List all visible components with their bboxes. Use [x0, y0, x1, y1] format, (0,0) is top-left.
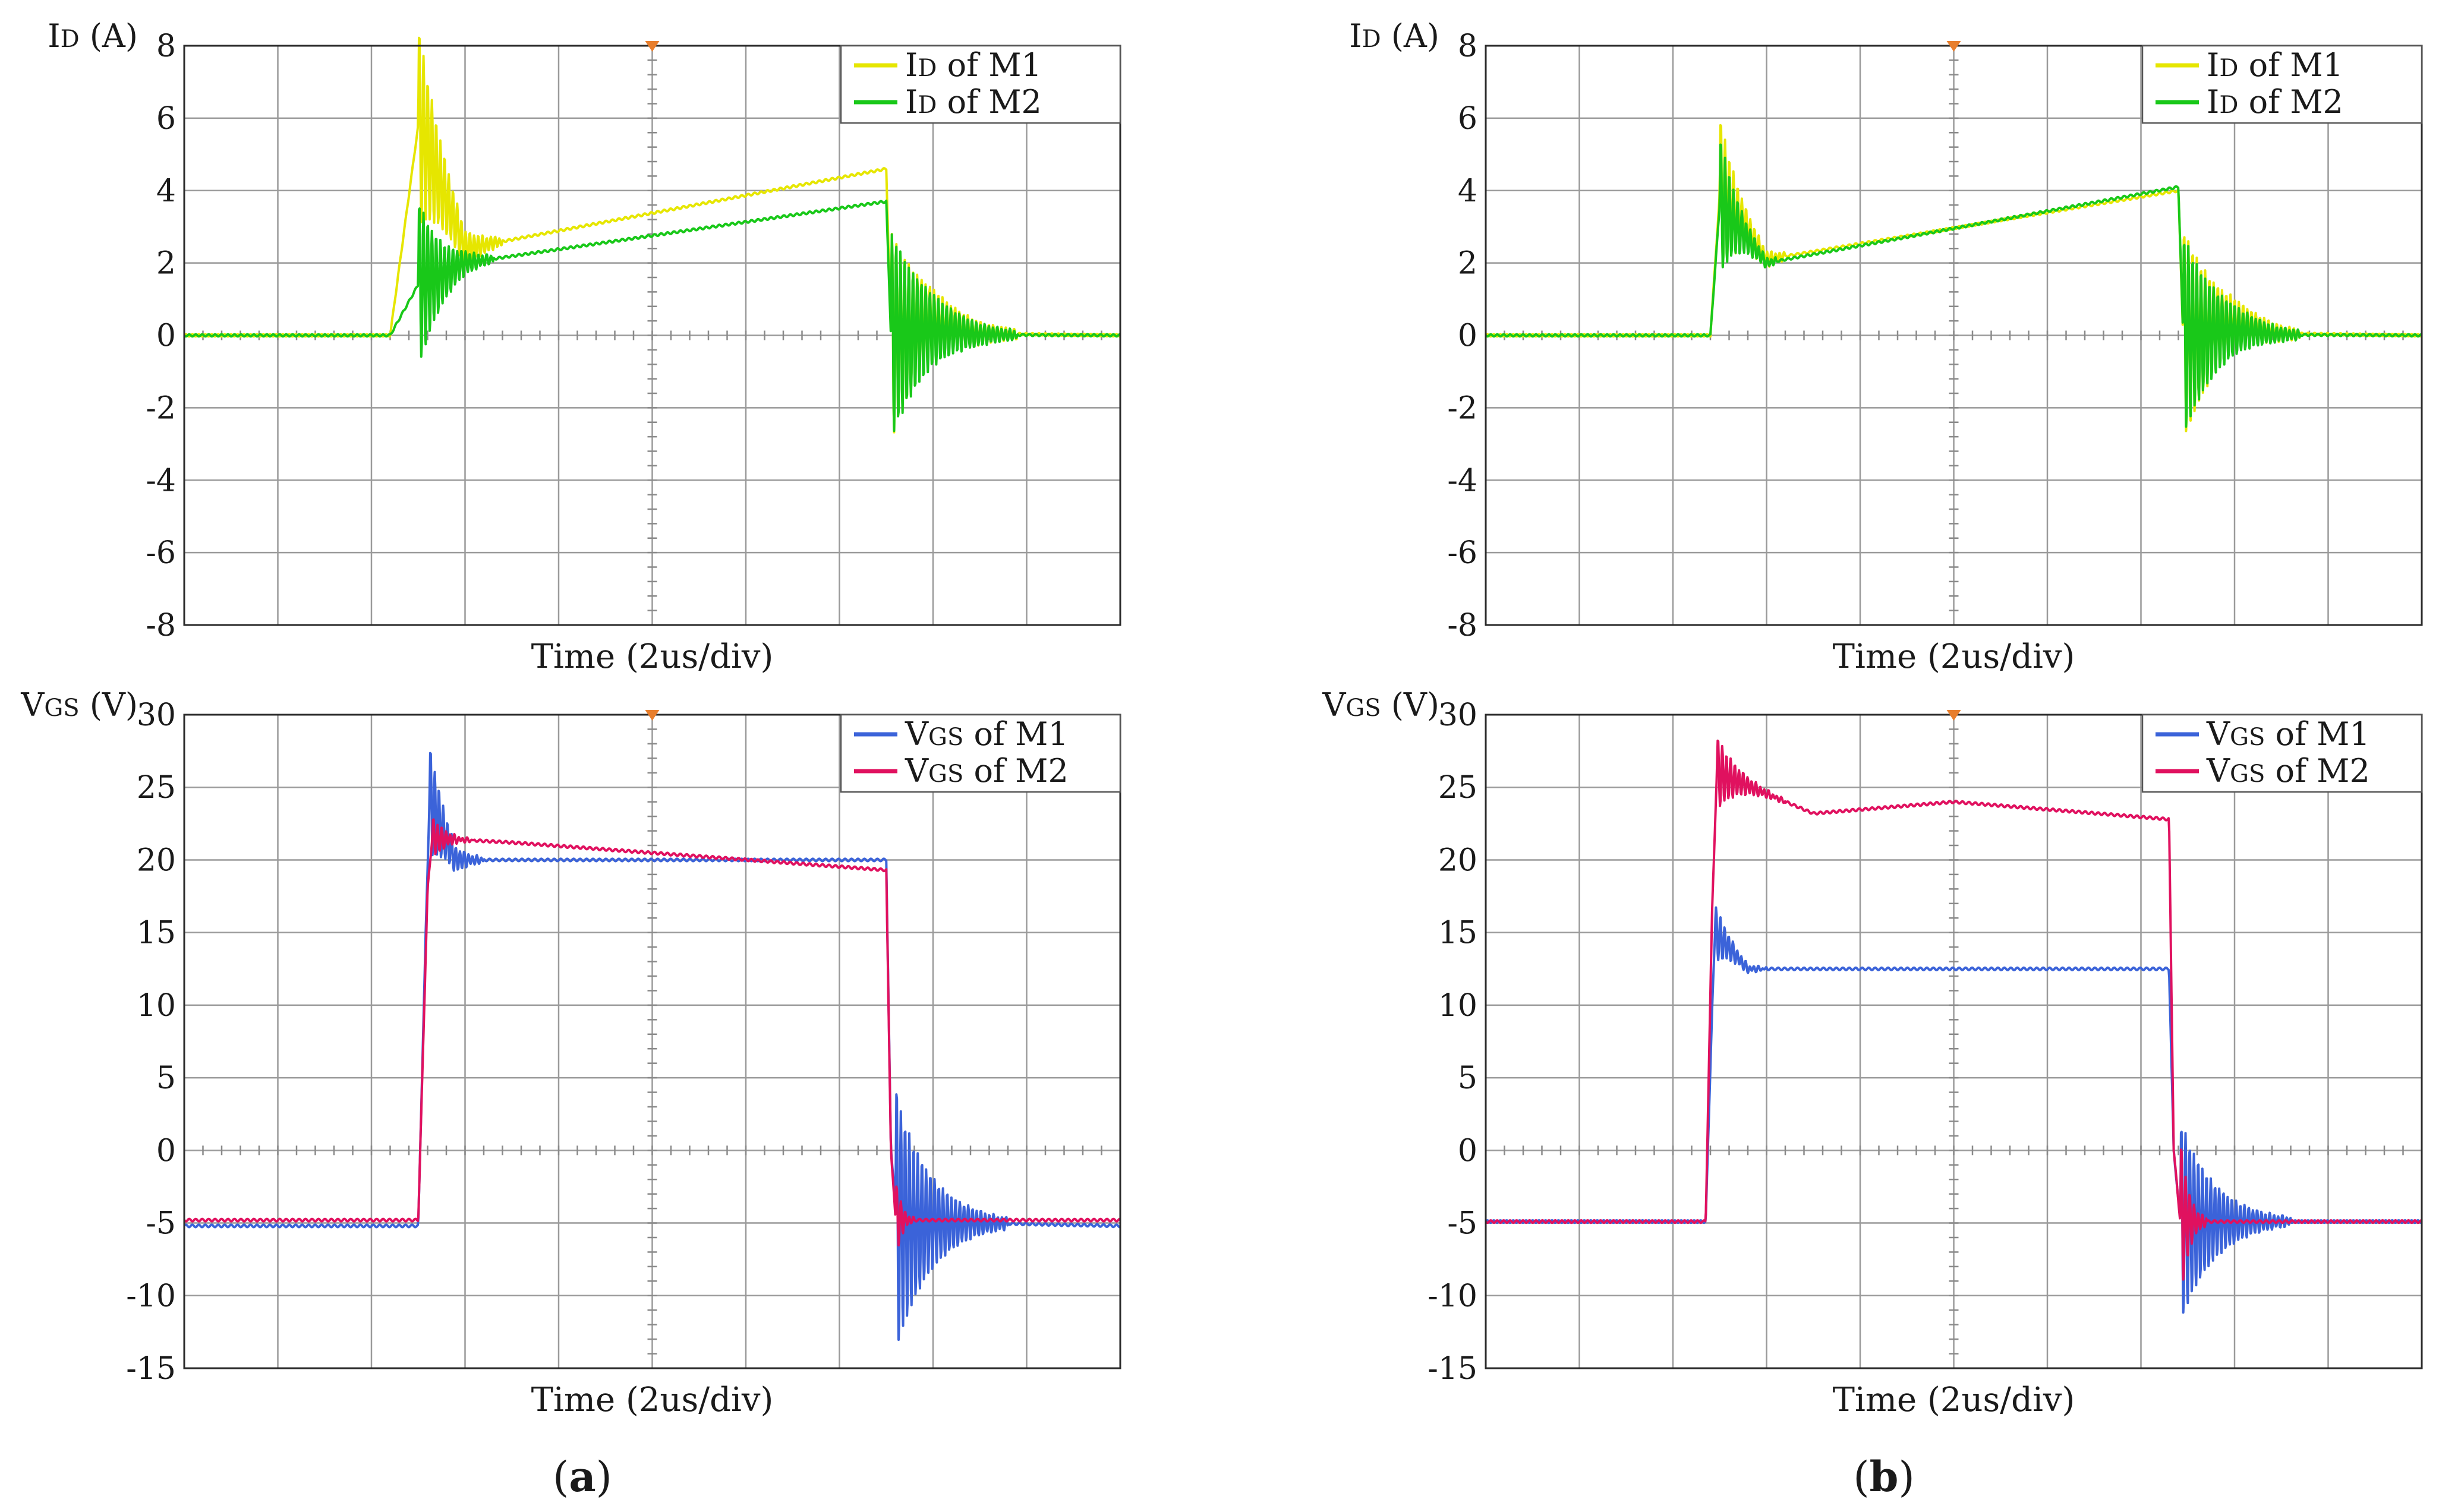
legend-label-m2: VGS of M2	[2206, 752, 2370, 790]
y-tick-label: -2	[1447, 390, 1477, 426]
caption-b: (b)	[1853, 1452, 1915, 1501]
legend-box	[840, 45, 1121, 124]
legend-label-m1: VGS of M1	[905, 715, 1069, 753]
y-tick-label: 8	[1458, 29, 1477, 64]
trace-m2	[183, 818, 1121, 1247]
legend-box	[840, 714, 1121, 793]
y-axis-label: VGS (V)	[1322, 686, 1439, 724]
y-tick-label: 6	[1458, 101, 1477, 137]
trace-m2	[183, 200, 1121, 433]
y-tick-label: 0	[156, 1133, 176, 1169]
y-tick-label: 20	[137, 842, 176, 878]
legend-label-m1: VGS of M1	[2206, 715, 2370, 753]
y-tick-label: -10	[1428, 1279, 1477, 1314]
legend-label-m1: ID of M1	[2207, 46, 2343, 84]
legend-label-m2: VGS of M2	[905, 752, 1069, 790]
y-tick-label: 30	[137, 697, 176, 733]
y-tick-label: 0	[156, 318, 176, 354]
y-tick-label: -6	[146, 535, 176, 571]
y-tick-label: -8	[146, 608, 176, 643]
y-tick-label: 4	[1458, 173, 1477, 209]
y-tick-label: -8	[1447, 608, 1477, 643]
y-tick-label: 2	[1458, 246, 1477, 282]
panel-a-current: 8 6 4 2 0 -2 -4 -6 -8 ID (A) Time (2us/div) ID of M…	[48, 17, 1121, 676]
panel-a-voltage: 30 25 20 15 10 5 0 -5 -10 -15 VGS (V) Time (2us/div…	[20, 686, 1121, 1419]
y-tick-label: 0	[1458, 318, 1477, 354]
y-tick-label: -2	[146, 390, 176, 426]
y-tick-label: 25	[137, 770, 176, 806]
caption-a: (a)	[553, 1452, 612, 1501]
y-tick-label: 5	[1458, 1060, 1477, 1096]
y-axis-label: ID (A)	[48, 17, 138, 55]
y-tick-label: -6	[1447, 535, 1477, 571]
y-tick-label: -10	[126, 1279, 176, 1314]
trigger-marker-icon	[1946, 41, 1961, 52]
y-tick-label: 0	[1458, 1133, 1477, 1169]
y-axis-label: VGS (V)	[20, 686, 138, 724]
y-tick-label: 15	[137, 916, 176, 951]
y-tick-label: 25	[1438, 770, 1477, 806]
x-axis-label: Time (2us/div)	[1833, 637, 2075, 676]
y-tick-label: -15	[1428, 1351, 1477, 1387]
x-axis-label: Time (2us/div)	[1833, 1381, 2075, 1419]
y-tick-label: 10	[1438, 988, 1477, 1024]
y-tick-label: -4	[1447, 463, 1477, 498]
x-axis-label: Time (2us/div)	[531, 637, 774, 676]
legend-box	[2141, 714, 2423, 793]
y-tick-label: 20	[1438, 842, 1477, 878]
x-axis-label: Time (2us/div)	[531, 1381, 774, 1419]
trace-m2	[1485, 143, 2422, 428]
legend-label-m2: ID of M2	[2207, 83, 2343, 121]
trigger-marker-icon	[1946, 710, 1961, 721]
y-tick-label: -15	[126, 1351, 176, 1387]
y-tick-label: -5	[146, 1206, 176, 1242]
y-tick-label: 4	[156, 173, 176, 209]
panel-b-current: 8 6 4 2 0 -2 -4 -6 -8 ID (A) Time (2us/div) ID of M…	[1349, 17, 2423, 676]
legend-box	[2141, 45, 2423, 124]
trigger-marker-icon	[645, 41, 660, 52]
y-tick-label: 15	[1438, 916, 1477, 951]
trigger-marker-icon	[645, 710, 660, 721]
trace-m1	[183, 752, 1121, 1341]
trace-m2	[1485, 739, 2422, 1281]
legend-label-m1: ID of M1	[905, 46, 1042, 84]
y-tick-label: 5	[156, 1060, 176, 1096]
y-tick-label: 6	[156, 101, 176, 137]
y-axis-label: ID (A)	[1349, 17, 1439, 55]
y-tick-label: 10	[137, 988, 176, 1024]
y-tick-label: -4	[146, 463, 176, 498]
panel-b-voltage: 30 25 20 15 10 5 0 -5 -10 -15 VGS (V) Time (2us/div…	[1322, 686, 2423, 1419]
y-tick-label: 8	[156, 29, 176, 64]
legend-label-m2: ID of M2	[905, 83, 1042, 121]
y-tick-label: 30	[1438, 697, 1477, 733]
y-tick-label: -5	[1447, 1206, 1477, 1242]
y-tick-label: 2	[156, 246, 176, 282]
